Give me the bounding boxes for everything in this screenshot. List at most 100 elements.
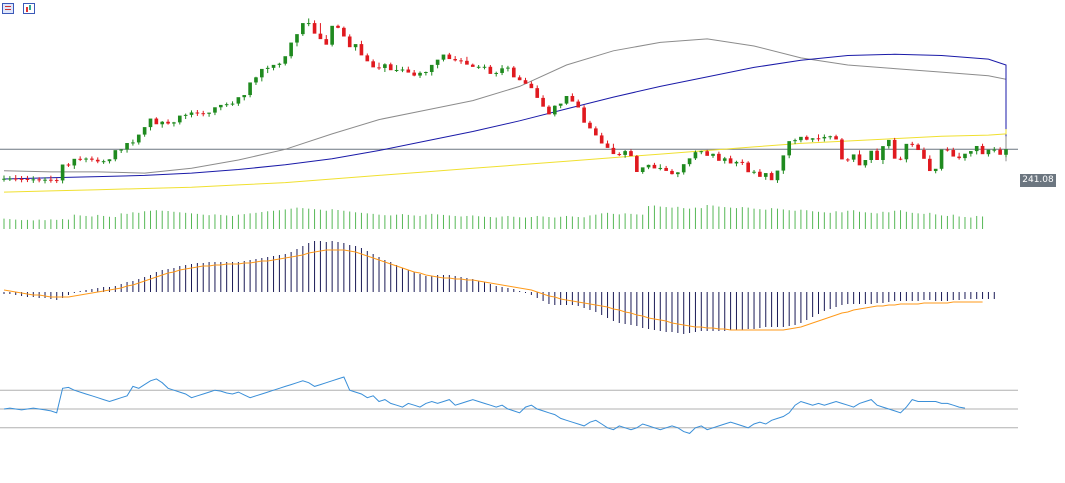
candle-body	[125, 143, 129, 150]
candle-body	[37, 179, 41, 181]
candle	[517, 75, 522, 81]
candle	[769, 171, 774, 181]
candle	[652, 162, 657, 169]
candle-body	[851, 154, 856, 160]
candle-body	[558, 103, 563, 106]
candle-body	[43, 179, 47, 181]
candle-body	[881, 146, 885, 160]
candle-body	[60, 164, 65, 181]
candle-body	[177, 115, 182, 123]
candle	[125, 143, 129, 153]
candle	[758, 169, 762, 177]
candle-body	[799, 136, 803, 141]
candle	[951, 147, 956, 157]
candle-body	[289, 42, 293, 57]
candle	[922, 147, 926, 159]
candle	[482, 64, 487, 70]
candle	[265, 65, 270, 74]
candle	[605, 140, 610, 148]
candle-body	[681, 164, 686, 173]
chart-properties-icon[interactable]	[23, 3, 35, 14]
candle-body	[189, 112, 194, 115]
candle	[892, 137, 897, 159]
candle	[547, 105, 551, 115]
candle	[359, 40, 364, 56]
candle	[529, 81, 534, 89]
candle	[429, 64, 434, 76]
candle-body	[13, 178, 18, 180]
candle-body	[271, 64, 276, 68]
ma-slow-line	[3, 129, 1007, 193]
candle	[804, 135, 809, 141]
candle-body	[910, 143, 915, 145]
candle-body	[371, 61, 375, 68]
candle	[470, 63, 475, 67]
candle-body	[429, 64, 434, 73]
candle	[424, 71, 428, 76]
candle	[371, 59, 375, 68]
candle	[476, 65, 481, 69]
candle-body	[529, 83, 534, 89]
candle-body	[113, 150, 118, 160]
candle	[687, 158, 692, 167]
candle	[347, 34, 352, 48]
candle-body	[869, 150, 874, 160]
candle	[388, 62, 393, 71]
candle-body	[793, 140, 797, 142]
candle	[2, 175, 6, 182]
candle-body	[482, 66, 487, 68]
candle-body	[459, 60, 463, 62]
candle-body	[66, 164, 71, 166]
candle	[101, 159, 106, 164]
candle-body	[277, 63, 282, 65]
candle-body	[564, 95, 569, 104]
candle-body	[406, 69, 411, 73]
candle-body	[640, 167, 645, 172]
candle-body	[787, 141, 792, 156]
candle-body	[500, 68, 504, 73]
candle-body	[213, 107, 217, 113]
candle-body	[236, 97, 241, 104]
candle	[506, 65, 510, 72]
candle-body	[248, 82, 252, 96]
candle	[617, 152, 622, 157]
candle-body	[154, 118, 159, 125]
candle-body	[342, 27, 346, 37]
candle-body	[904, 143, 909, 160]
candle-body	[822, 136, 827, 139]
candle-body	[617, 154, 622, 156]
candle	[599, 132, 604, 144]
candle-body	[769, 173, 774, 181]
candle	[37, 177, 41, 183]
candle-body	[804, 136, 809, 140]
candle-body	[224, 104, 229, 106]
candle-body	[605, 143, 610, 148]
candle	[95, 157, 100, 164]
candle	[84, 157, 88, 163]
candle-body	[588, 122, 592, 129]
candle	[799, 136, 803, 143]
indicator-list-icon[interactable]	[2, 3, 14, 14]
candle	[459, 57, 463, 64]
candle-body	[834, 136, 838, 140]
candle-body	[810, 138, 815, 140]
candle	[160, 121, 165, 128]
candle	[342, 26, 346, 37]
candle	[394, 65, 399, 73]
candle	[576, 99, 581, 108]
candle	[242, 95, 247, 101]
candle	[840, 138, 844, 160]
candle-body	[857, 154, 862, 166]
candle	[218, 104, 223, 111]
candle	[195, 110, 200, 116]
candle	[916, 143, 920, 151]
candle-body	[576, 101, 581, 108]
candle-body	[78, 158, 82, 160]
candle	[775, 170, 780, 183]
candle	[113, 150, 118, 162]
candle	[119, 149, 124, 153]
candle-body	[488, 66, 493, 74]
candle	[898, 156, 903, 161]
candle-body	[541, 97, 545, 107]
